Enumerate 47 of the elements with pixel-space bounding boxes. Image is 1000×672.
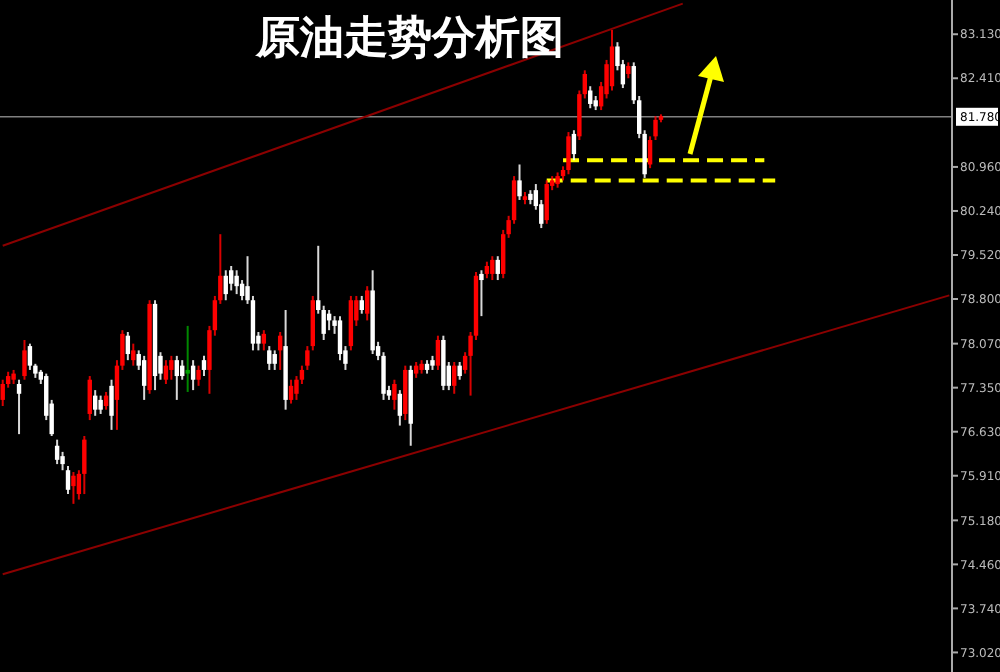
candlestick bbox=[169, 354, 174, 381]
candlestick bbox=[403, 364, 408, 422]
candlestick bbox=[190, 359, 196, 392]
candlestick bbox=[337, 315, 343, 362]
candlestick bbox=[272, 349, 277, 371]
candlestick bbox=[609, 28, 615, 92]
candlestick bbox=[82, 434, 87, 496]
candlestick bbox=[174, 354, 179, 401]
candlestick bbox=[267, 345, 272, 371]
candlestick bbox=[392, 378, 397, 411]
candlestick bbox=[397, 389, 403, 427]
candlestick bbox=[98, 394, 103, 415]
chart-title: 原油走势分析图 bbox=[254, 12, 564, 64]
candlestick bbox=[441, 334, 446, 392]
candlestick bbox=[653, 115, 658, 142]
candlestick bbox=[288, 378, 294, 405]
candlestick bbox=[365, 285, 370, 322]
candlestick bbox=[348, 294, 354, 352]
candlestick bbox=[196, 364, 201, 387]
candlestick bbox=[261, 329, 267, 352]
candlestick bbox=[571, 129, 577, 162]
candlestick bbox=[435, 334, 441, 371]
candlestick bbox=[452, 360, 457, 395]
candlestick bbox=[495, 255, 500, 282]
candlestick bbox=[141, 354, 147, 401]
candlestick bbox=[131, 342, 136, 367]
candlestick bbox=[87, 375, 92, 422]
candlestick bbox=[490, 255, 495, 282]
candlestick bbox=[185, 324, 190, 393]
candlestick bbox=[163, 359, 169, 385]
candlestick bbox=[479, 269, 484, 318]
candlestick bbox=[234, 269, 239, 296]
candlestick bbox=[22, 338, 27, 381]
candlestick bbox=[0, 378, 5, 408]
candlestick bbox=[566, 131, 571, 176]
candlestick bbox=[517, 163, 522, 201]
candlestick bbox=[27, 342, 33, 371]
candlestick bbox=[16, 378, 22, 436]
candlestick bbox=[109, 378, 114, 431]
candlestick bbox=[54, 438, 60, 466]
candlestick bbox=[229, 264, 234, 292]
candlestick bbox=[93, 389, 98, 417]
candlestick bbox=[71, 471, 76, 505]
candlestick bbox=[544, 179, 549, 225]
candlestick bbox=[588, 85, 593, 110]
candlestick bbox=[310, 294, 315, 352]
candlestick bbox=[201, 354, 207, 378]
